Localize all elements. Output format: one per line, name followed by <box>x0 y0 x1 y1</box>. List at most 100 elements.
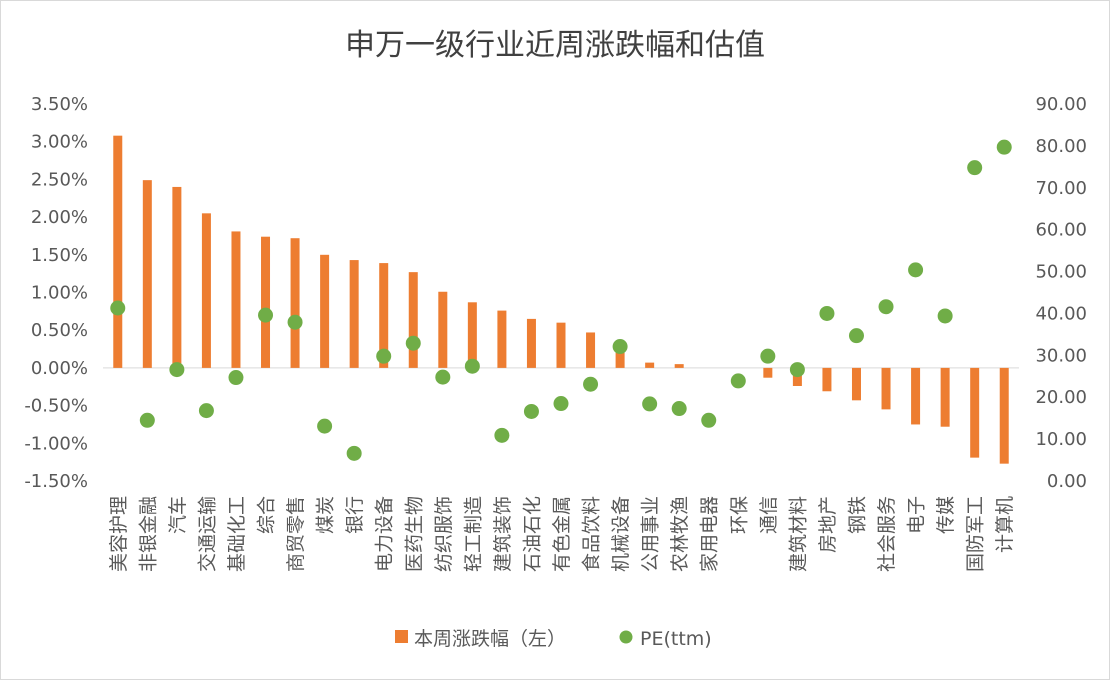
bar-国防军工 <box>970 367 980 458</box>
category-label: 国防军工 <box>965 496 987 572</box>
category-label: 公用事业 <box>640 496 662 572</box>
category-label: 房地产 <box>817 496 839 553</box>
pe-point-综合 <box>258 307 274 323</box>
left-tick-label: 2.50% <box>31 169 88 190</box>
pe-point-建筑装饰 <box>494 427 510 443</box>
right-tick-label: 30.00 <box>1035 345 1087 366</box>
bar-医药生物 <box>408 272 418 368</box>
bar-商贸零售 <box>290 238 300 368</box>
category-label: 农林牧渔 <box>669 496 691 572</box>
pe-point-汽车 <box>169 362 185 378</box>
bar-银行 <box>349 260 359 368</box>
bar-建筑装饰 <box>497 310 507 368</box>
category-label: 家用电器 <box>699 496 721 572</box>
bar-通信 <box>763 367 773 378</box>
pe-point-有色金属 <box>553 396 569 412</box>
bar-有色金属 <box>556 322 566 368</box>
legend-bar-swatch <box>395 630 408 643</box>
left-tick-label: 2.00% <box>31 207 88 228</box>
category-label: 有色金属 <box>551 496 573 572</box>
legend-pe-label: PE(ttm) <box>640 628 712 650</box>
right-tick-label: 20.00 <box>1035 387 1087 408</box>
category-label: 机械设备 <box>610 496 632 572</box>
pe-point-银行 <box>346 445 362 461</box>
left-tick-label: 0.50% <box>31 320 88 341</box>
pe-point-传媒 <box>937 308 953 324</box>
pe-point-通信 <box>760 348 776 364</box>
bar-机械设备 <box>615 352 625 368</box>
pe-point-农林牧渔 <box>671 401 687 417</box>
pe-point-家用电器 <box>701 412 717 428</box>
bar-社会服务 <box>881 367 891 410</box>
category-label: 汽车 <box>167 496 189 534</box>
category-label: 电力设备 <box>374 496 396 572</box>
category-label: 通信 <box>758 496 780 534</box>
bar-电子 <box>911 367 921 425</box>
left-tick-label: -0.50% <box>24 396 88 417</box>
legend: 本周涨跌幅（左） PE(ttm) <box>395 628 712 650</box>
pe-point-建筑材料 <box>789 362 805 378</box>
bar-交通运输 <box>201 213 211 368</box>
left-tick-label: -1.50% <box>24 471 88 492</box>
pe-scatter-series <box>110 139 1012 461</box>
category-label: 轻工制造 <box>462 496 484 572</box>
chart-title: 申万一级行业近周涨跌幅和估值 <box>345 28 765 63</box>
category-label: 交通运输 <box>196 496 218 572</box>
legend-pe-swatch <box>619 630 633 644</box>
pe-point-医药生物 <box>405 335 421 351</box>
category-label: 钢铁 <box>846 496 868 534</box>
left-axis: -1.50% -1.00% -0.50% 0.00% 0.50% 1.00% 1.50% 2.… <box>24 94 88 492</box>
pe-point-机械设备 <box>612 339 628 355</box>
bar-电力设备 <box>379 263 389 368</box>
right-tick-label: 40.00 <box>1035 303 1087 324</box>
bar-石油石化 <box>526 318 536 368</box>
category-labels: 美容护理 非银金融 汽车 交通运输 基础化工 综合 商贸零售 煤炭 银行 电力设备 医药生物 纺织服饰… <box>108 496 1016 572</box>
bar-食品饮料 <box>586 332 596 368</box>
bar-煤炭 <box>320 254 330 368</box>
right-axis: 0.00 10.00 20.00 30.00 40.00 50.00 60.00 70.00 8… <box>1035 94 1087 492</box>
bar-基础化工 <box>231 231 241 368</box>
category-label: 综合 <box>256 496 278 534</box>
left-tick-label: 1.00% <box>31 283 88 304</box>
category-label: 建筑材料 <box>787 496 809 572</box>
pe-point-食品饮料 <box>583 376 599 392</box>
left-tick-label: 0.00% <box>31 358 88 379</box>
bar-汽车 <box>172 186 182 368</box>
category-label: 美容护理 <box>108 496 130 572</box>
bar-综合 <box>261 236 271 368</box>
pe-point-国防军工 <box>967 160 983 176</box>
category-label: 商贸零售 <box>285 496 307 572</box>
right-tick-label: 80.00 <box>1035 136 1087 157</box>
legend-bar-label: 本周涨跌幅（左） <box>414 628 566 650</box>
category-label: 纺织服饰 <box>433 496 455 572</box>
pe-point-商贸零售 <box>287 314 303 330</box>
left-tick-label: -1.00% <box>24 433 88 454</box>
pe-point-电子 <box>908 262 924 278</box>
category-label: 建筑装饰 <box>492 496 514 572</box>
pe-point-纺织服饰 <box>435 369 451 385</box>
right-tick-label: 10.00 <box>1035 429 1087 450</box>
bar-钢铁 <box>851 367 861 401</box>
bar-公用事业 <box>645 362 655 368</box>
bar-农林牧渔 <box>674 364 684 368</box>
left-tick-label: 1.50% <box>31 245 88 266</box>
category-label: 电子 <box>906 496 928 534</box>
right-tick-label: 70.00 <box>1035 178 1087 199</box>
category-label: 社会服务 <box>876 496 898 572</box>
pe-point-计算机 <box>996 139 1012 155</box>
category-label: 医药生物 <box>403 496 425 572</box>
pe-point-钢铁 <box>848 328 864 344</box>
category-label: 环保 <box>728 496 750 534</box>
category-label: 非银金融 <box>137 496 159 572</box>
category-label: 传媒 <box>935 496 957 534</box>
bar-非银金融 <box>142 180 152 368</box>
category-label: 煤炭 <box>315 496 337 534</box>
category-label: 食品饮料 <box>581 496 603 572</box>
right-tick-label: 50.00 <box>1035 262 1087 283</box>
left-tick-label: 3.00% <box>31 132 88 153</box>
bar-房地产 <box>822 367 832 392</box>
right-tick-label: 0.00 <box>1047 471 1087 492</box>
pe-point-轻工制造 <box>464 358 480 374</box>
pe-point-电力设备 <box>376 348 392 364</box>
pe-point-非银金融 <box>139 412 155 428</box>
